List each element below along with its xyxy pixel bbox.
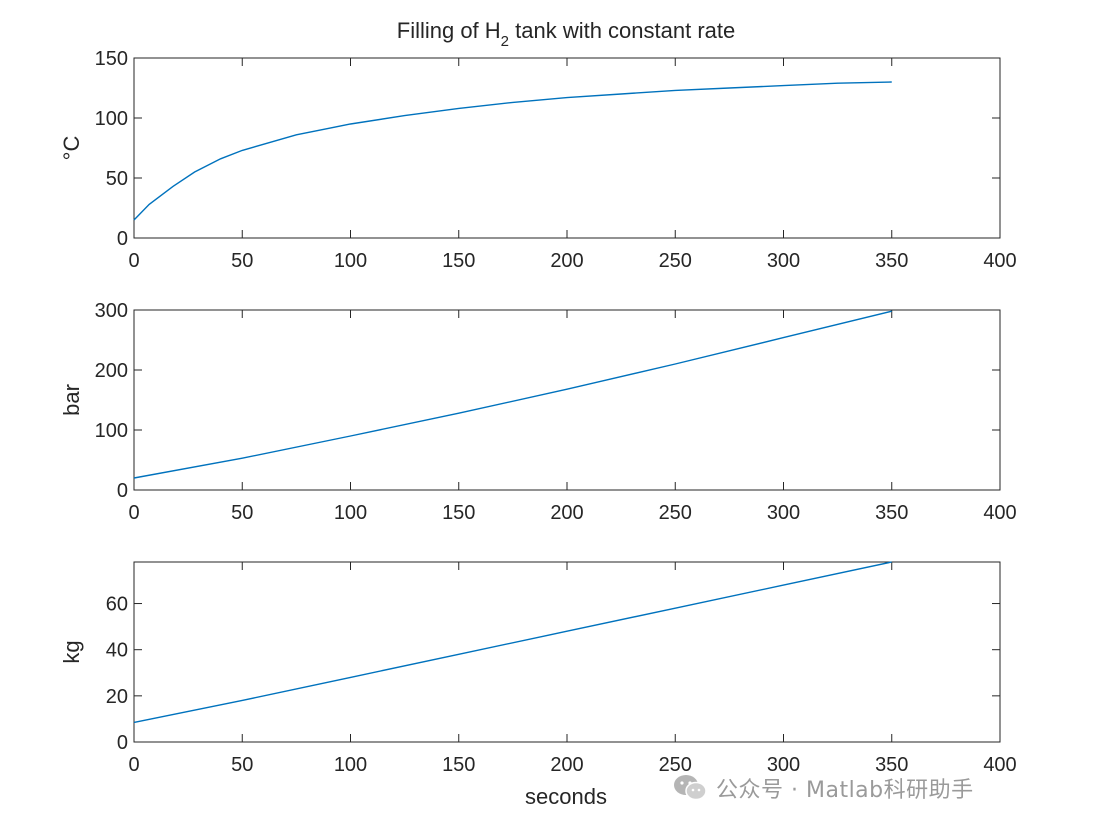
pressure-subplot: 0 50 100 150 200 250 300 350 400 0 100 200 300 bar	[59, 300, 1017, 524]
temperature-xtick-label-1: 50	[231, 250, 253, 272]
mass-ytick-label-3: 60	[106, 594, 128, 616]
watermark-text: 公众号 · Matlab科研助手	[716, 778, 974, 803]
temperature-xtick-label-7: 350	[875, 250, 908, 272]
temperature-subplot: 0 50 100 150 200 250 300 350 400 0 50 100 150 °C	[59, 48, 1017, 272]
pressure-ylabel: bar	[59, 384, 84, 416]
mass-subplot: 0 50 100 150 200 250 300 350 400 0 20 40 60 kg seconds	[59, 561, 1017, 809]
mass-xtick-label-7: 350	[875, 754, 908, 776]
temperature-xtick-label-3: 150	[442, 250, 475, 272]
mass-xtick-label-4: 200	[550, 754, 583, 776]
pressure-ytick-label-0: 0	[117, 480, 128, 502]
pressure-xtick-label-2: 100	[334, 502, 367, 524]
temperature-xtick-label-0: 0	[128, 250, 139, 272]
chart-title-main: Filling of H	[397, 18, 501, 43]
mass-ylabel: kg	[59, 640, 84, 663]
pressure-xtick-label-3: 150	[442, 502, 475, 524]
pressure-axes-box	[133, 309, 1001, 491]
mass-xlabel: seconds	[525, 784, 607, 809]
temperature-ylabel: °C	[59, 136, 84, 161]
mass-xtick-label-0: 0	[128, 754, 139, 776]
pressure-xtick-label-6: 300	[767, 502, 800, 524]
temperature-xtick-label-6: 300	[767, 250, 800, 272]
temperature-ytick-label-2: 100	[95, 108, 128, 130]
mass-ytick-label-2: 40	[106, 640, 128, 662]
mass-xtick-label-8: 400	[983, 754, 1016, 776]
pressure-series-line-0	[133, 310, 892, 479]
temperature-ytick-label-1: 50	[106, 168, 128, 190]
wechat-icon	[674, 775, 707, 801]
mass-ytick-label-1: 20	[106, 686, 128, 708]
pressure-xtick-label-5: 250	[659, 502, 692, 524]
temperature-axes-box	[133, 57, 1001, 239]
pressure-ytick-label-3: 300	[95, 300, 128, 322]
temperature-xtick-label-4: 200	[550, 250, 583, 272]
temperature-xtick-label-8: 400	[983, 250, 1016, 272]
pressure-xtick-label-1: 50	[231, 502, 253, 524]
chart-title: Filling of H2 tank with constant rate	[397, 18, 736, 50]
pressure-xtick-label-4: 200	[550, 502, 583, 524]
pressure-ytick-label-2: 200	[95, 360, 128, 382]
mass-xtick-label-1: 50	[231, 754, 253, 776]
temperature-xtick-label-2: 100	[334, 250, 367, 272]
watermark: 公众号 · Matlab科研助手	[672, 768, 974, 808]
pressure-xtick-label-0: 0	[128, 502, 139, 524]
temperature-xtick-label-5: 250	[659, 250, 692, 272]
mass-xtick-label-2: 100	[334, 754, 367, 776]
mass-xtick-label-6: 300	[767, 754, 800, 776]
pressure-xtick-label-8: 400	[983, 502, 1016, 524]
temperature-series-line-0	[133, 81, 892, 221]
mass-series-line-0	[133, 561, 892, 724]
temperature-ytick-label-3: 150	[95, 48, 128, 70]
mass-xtick-label-5: 250	[659, 754, 692, 776]
pressure-ytick-label-1: 100	[95, 420, 128, 442]
chart-title-suffix: tank with constant rate	[509, 18, 735, 43]
mass-xtick-label-3: 150	[442, 754, 475, 776]
mass-axes-box	[133, 561, 1001, 743]
pressure-xtick-label-7: 350	[875, 502, 908, 524]
temperature-ytick-label-0: 0	[117, 228, 128, 250]
chart-title-subscript: 2	[501, 33, 509, 50]
mass-ytick-label-0: 0	[117, 732, 128, 754]
